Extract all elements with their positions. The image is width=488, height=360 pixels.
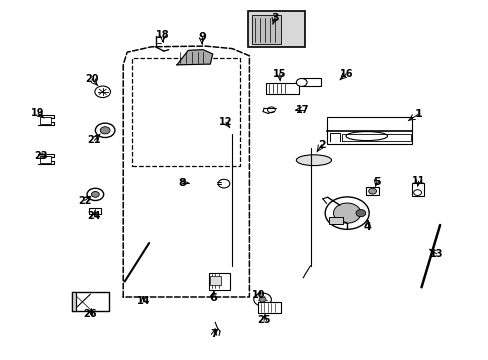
Circle shape [91, 192, 99, 197]
Text: 6: 6 [208, 293, 216, 303]
Text: 8: 8 [178, 178, 185, 188]
Text: 10: 10 [252, 290, 265, 300]
FancyBboxPatch shape [209, 273, 229, 290]
Text: 13: 13 [429, 249, 443, 259]
FancyBboxPatch shape [265, 83, 298, 94]
FancyBboxPatch shape [326, 117, 411, 144]
FancyBboxPatch shape [40, 156, 51, 163]
Text: 20: 20 [85, 74, 99, 84]
Circle shape [325, 197, 368, 229]
Circle shape [95, 123, 115, 138]
Text: 5: 5 [372, 177, 380, 187]
Text: 15: 15 [272, 69, 286, 79]
Text: 11: 11 [411, 176, 425, 186]
Text: 26: 26 [83, 309, 97, 319]
Text: 2: 2 [317, 140, 325, 150]
Text: 16: 16 [339, 69, 352, 79]
Circle shape [95, 86, 110, 98]
Text: 3: 3 [270, 13, 278, 23]
Circle shape [87, 188, 103, 201]
Circle shape [259, 297, 265, 302]
FancyBboxPatch shape [251, 15, 281, 44]
FancyBboxPatch shape [257, 302, 281, 313]
Text: 12: 12 [219, 117, 232, 127]
FancyBboxPatch shape [301, 78, 321, 86]
Text: 4: 4 [363, 222, 371, 232]
Text: 22: 22 [78, 195, 91, 206]
Text: 18: 18 [156, 30, 169, 40]
Text: 21: 21 [87, 135, 101, 145]
Text: 9: 9 [198, 32, 205, 42]
Circle shape [100, 127, 110, 134]
Text: 1: 1 [413, 109, 421, 120]
Text: 14: 14 [136, 296, 150, 306]
Text: 7: 7 [210, 329, 218, 339]
FancyBboxPatch shape [72, 292, 109, 311]
Text: 19: 19 [31, 108, 45, 118]
FancyBboxPatch shape [411, 183, 423, 196]
Text: 17: 17 [296, 105, 309, 115]
Circle shape [333, 203, 360, 223]
Text: 25: 25 [257, 315, 270, 325]
Text: 24: 24 [87, 211, 101, 221]
Text: 23: 23 [34, 151, 47, 161]
Circle shape [253, 293, 271, 306]
FancyBboxPatch shape [89, 208, 101, 214]
FancyBboxPatch shape [365, 187, 379, 195]
Ellipse shape [296, 155, 331, 166]
FancyBboxPatch shape [248, 11, 304, 47]
Polygon shape [72, 292, 76, 311]
FancyBboxPatch shape [328, 217, 343, 224]
Circle shape [368, 188, 376, 194]
FancyBboxPatch shape [40, 117, 51, 124]
Circle shape [218, 179, 229, 188]
FancyBboxPatch shape [210, 276, 221, 285]
Circle shape [296, 78, 306, 86]
Circle shape [413, 190, 421, 195]
Polygon shape [177, 50, 212, 65]
Circle shape [355, 210, 365, 217]
